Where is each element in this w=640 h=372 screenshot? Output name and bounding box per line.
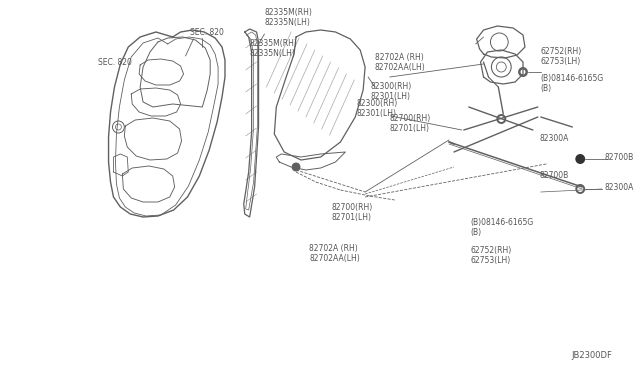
Text: 82700B: 82700B <box>540 171 569 180</box>
Circle shape <box>575 154 585 164</box>
Text: SEC. 820: SEC. 820 <box>98 58 132 67</box>
Text: (B)08146-6165G
(B): (B)08146-6165G (B) <box>470 218 534 237</box>
Text: 62752(RH)
62753(LH): 62752(RH) 62753(LH) <box>470 246 512 265</box>
Circle shape <box>497 114 506 124</box>
Text: 82700B: 82700B <box>605 153 634 161</box>
Circle shape <box>518 67 528 77</box>
Text: 82702A (RH)
82702AA(LH): 82702A (RH) 82702AA(LH) <box>375 52 426 72</box>
Circle shape <box>499 116 504 122</box>
Text: 82700(RH)
82701(LH): 82700(RH) 82701(LH) <box>332 203 373 222</box>
Text: 82335M(RH)
82335N(LH): 82335M(RH) 82335N(LH) <box>250 39 298 58</box>
Circle shape <box>575 184 585 194</box>
Text: 82702A (RH)
82702AA(LH): 82702A (RH) 82702AA(LH) <box>310 244 360 263</box>
Text: 82300(RH)
82301(LH): 82300(RH) 82301(LH) <box>370 82 412 102</box>
Text: 82300A: 82300A <box>540 134 570 143</box>
Text: SEC. 820: SEC. 820 <box>191 28 225 37</box>
Text: 82300(RH)
82301(LH): 82300(RH) 82301(LH) <box>357 99 398 118</box>
Circle shape <box>292 163 300 171</box>
Text: JB2300DF: JB2300DF <box>571 351 612 360</box>
Text: 82300A: 82300A <box>605 183 634 192</box>
Circle shape <box>520 70 525 74</box>
Circle shape <box>577 186 583 192</box>
Text: 82700(RH)
82701(LH): 82700(RH) 82701(LH) <box>390 114 431 134</box>
Text: (B)08146-6165G
(B): (B)08146-6165G (B) <box>541 74 604 93</box>
Text: 82335M(RH)
82335N(LH): 82335M(RH) 82335N(LH) <box>264 7 312 27</box>
Text: 62752(RH)
62753(LH): 62752(RH) 62753(LH) <box>541 47 582 66</box>
